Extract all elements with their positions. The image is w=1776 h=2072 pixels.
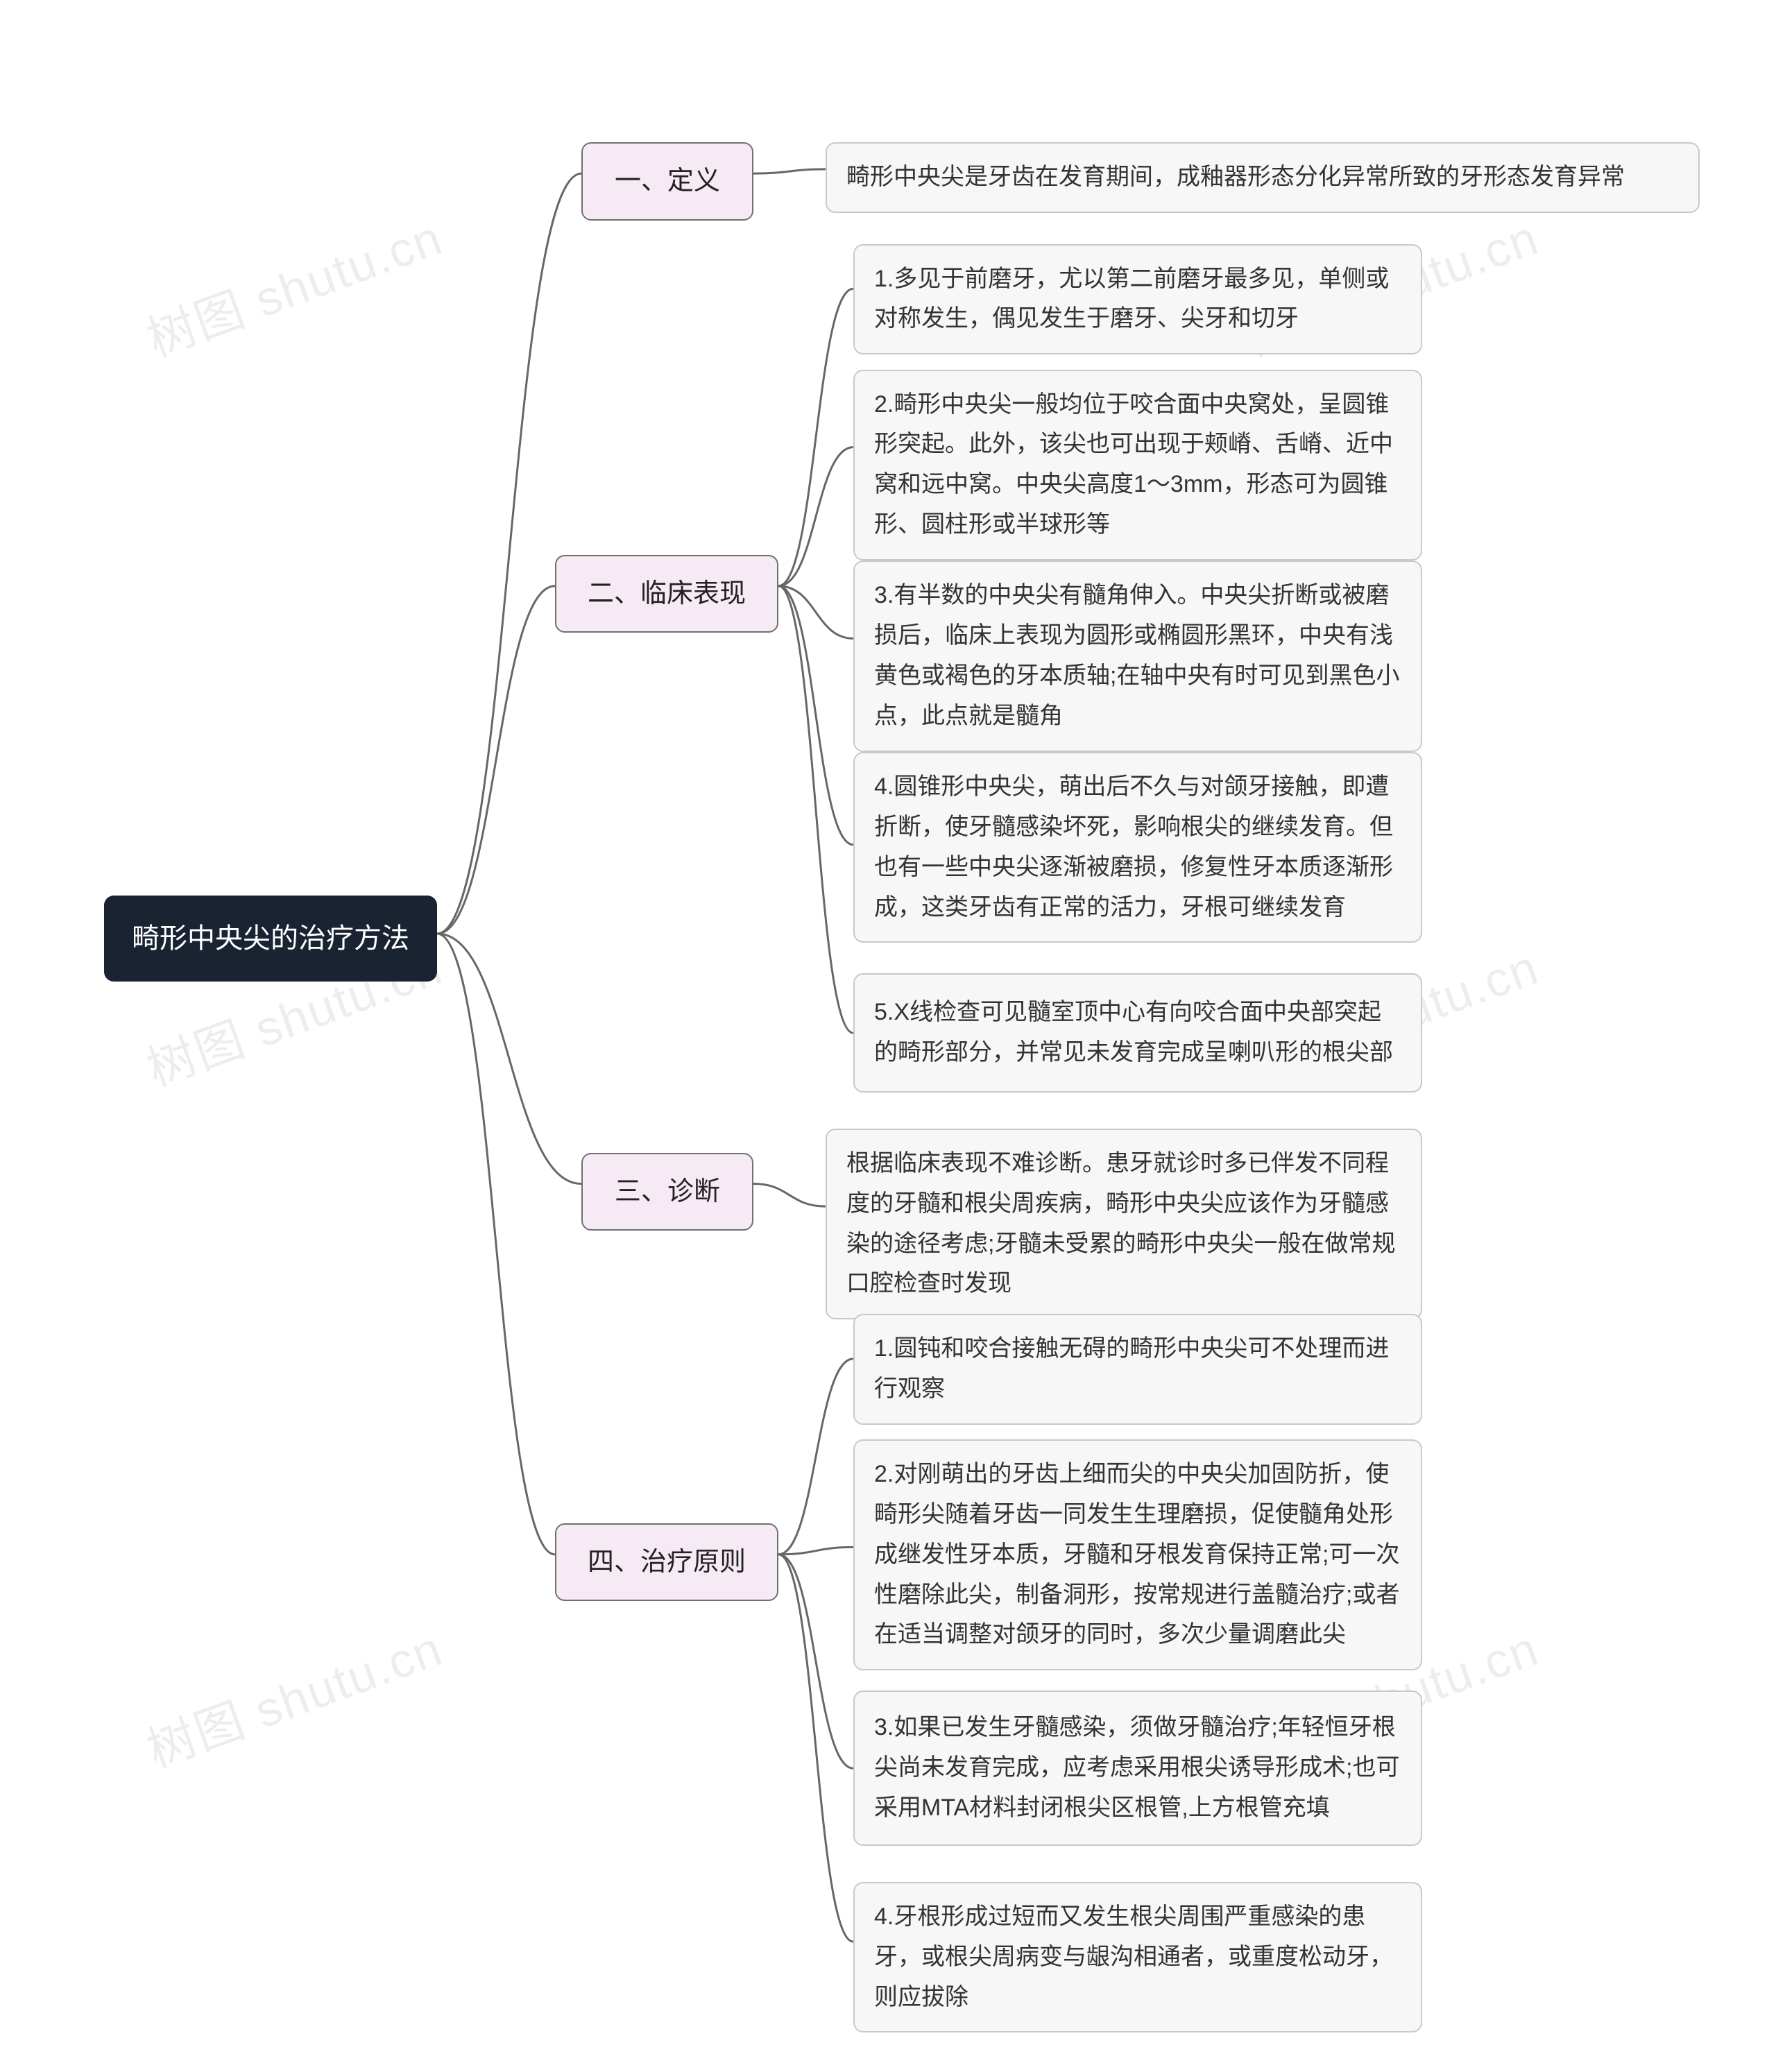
leaf-node-2-5[interactable]: 5.X线检查可见髓室顶中心有向咬合面中央部突起的畸形部分，并常见未发育完成呈喇叭…	[853, 973, 1422, 1093]
watermark: 树图 shutu.cn	[136, 1610, 451, 1781]
watermark: 树图 shutu.cn	[136, 199, 451, 370]
leaf-text: 4.牙根形成过短而又发生根尖周围严重感染的患牙，或根尖周病变与龈沟相通者，或重度…	[874, 1897, 1401, 2017]
leaf-node-2-3[interactable]: 3.有半数的中央尖有髓角伸入。中央尖折断或被磨损后，临床上表现为圆形或椭圆形黑环…	[853, 560, 1422, 751]
leaf-node-4-4[interactable]: 4.牙根形成过短而又发生根尖周围严重感染的患牙，或根尖周病变与龈沟相通者，或重度…	[853, 1882, 1422, 2032]
leaf-text: 畸形中央尖是牙齿在发育期间，成釉器形态分化异常所致的牙形态发育异常	[846, 157, 1679, 198]
leaf-text: 3.如果已发生牙髓感染，须做牙髓治疗;年轻恒牙根尖尚未发育完成，应考虑采用根尖诱…	[874, 1708, 1401, 1828]
leaf-node-4-2[interactable]: 2.对刚萌出的牙齿上细而尖的中央尖加固防折，使畸形尖随着牙齿一同发生生理磨损，促…	[853, 1439, 1422, 1670]
leaf-node-4-3[interactable]: 3.如果已发生牙髓感染，须做牙髓治疗;年轻恒牙根尖尚未发育完成，应考虑采用根尖诱…	[853, 1690, 1422, 1846]
leaf-text: 根据临床表现不难诊断。患牙就诊时多已伴发不同程度的牙髓和根尖周疾病，畸形中央尖应…	[846, 1144, 1401, 1304]
leaf-text: 1.多见于前磨牙，尤以第二前磨牙最多见，单侧或对称发生，偶见发生于磨牙、尖牙和切…	[874, 259, 1401, 340]
leaf-text: 4.圆锥形中央尖，萌出后不久与对颌牙接触，即遭折断，使牙髓感染坏死，影响根尖的继…	[874, 767, 1401, 927]
branch-node-2[interactable]: 二、临床表现	[555, 555, 778, 633]
leaf-node-4-1[interactable]: 1.圆钝和咬合接触无碍的畸形中央尖可不处理而进行观察	[853, 1314, 1422, 1425]
leaf-node-3-1[interactable]: 根据临床表现不难诊断。患牙就诊时多已伴发不同程度的牙髓和根尖周疾病，畸形中央尖应…	[826, 1129, 1422, 1319]
leaf-node-2-1[interactable]: 1.多见于前磨牙，尤以第二前磨牙最多见，单侧或对称发生，偶见发生于磨牙、尖牙和切…	[853, 244, 1422, 355]
leaf-text: 2.畸形中央尖一般均位于咬合面中央窝处，呈圆锥形突起。此外，该尖也可出现于颊嵴、…	[874, 385, 1401, 545]
leaf-node-2-2[interactable]: 2.畸形中央尖一般均位于咬合面中央窝处，呈圆锥形突起。此外，该尖也可出现于颊嵴、…	[853, 370, 1422, 560]
leaf-node-1-1[interactable]: 畸形中央尖是牙齿在发育期间，成釉器形态分化异常所致的牙形态发育异常	[826, 142, 1700, 213]
branch-node-3[interactable]: 三、诊断	[581, 1153, 753, 1231]
branch-node-4[interactable]: 四、治疗原则	[555, 1523, 778, 1602]
leaf-text: 2.对刚萌出的牙齿上细而尖的中央尖加固防折，使畸形尖随着牙齿一同发生生理磨损，促…	[874, 1455, 1401, 1655]
root-node[interactable]: 畸形中央尖的治疗方法	[104, 896, 437, 982]
branch-node-1[interactable]: 一、定义	[581, 142, 753, 221]
leaf-text: 5.X线检查可见髓室顶中心有向咬合面中央部突起的畸形部分，并常见未发育完成呈喇叭…	[874, 993, 1401, 1073]
leaf-node-2-4[interactable]: 4.圆锥形中央尖，萌出后不久与对颌牙接触，即遭折断，使牙髓感染坏死，影响根尖的继…	[853, 752, 1422, 943]
leaf-text: 3.有半数的中央尖有髓角伸入。中央尖折断或被磨损后，临床上表现为圆形或椭圆形黑环…	[874, 576, 1401, 736]
leaf-text: 1.圆钝和咬合接触无碍的畸形中央尖可不处理而进行观察	[874, 1329, 1401, 1410]
